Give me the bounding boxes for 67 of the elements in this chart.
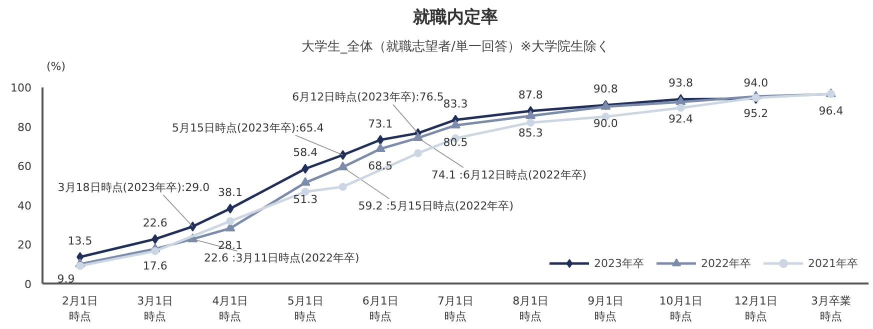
data-label: 9.9 <box>57 272 75 286</box>
x-tick-label: 3月卒業時点 <box>810 294 851 324</box>
x-tick-label: 9月1日時点 <box>588 294 624 324</box>
data-label: 17.6 <box>142 259 168 272</box>
x-tick-label: 3月1日時点 <box>137 294 174 324</box>
data-label: 51.3 <box>293 193 318 206</box>
data-label: 90.8 <box>593 82 618 96</box>
point <box>375 143 386 152</box>
data-label: 5月15日時点(2023年卒):65.4 <box>172 121 324 134</box>
x-tick-label: 8月1日時点 <box>512 294 549 324</box>
point <box>151 247 160 256</box>
point <box>450 120 460 128</box>
x-tick-label: 2月1日時点 <box>62 294 98 324</box>
data-label: 59.2 :5月15日時点(2022年卒) <box>358 200 514 213</box>
point <box>302 164 309 174</box>
point <box>152 234 159 244</box>
data-label: 95.2 <box>744 106 768 120</box>
data-label: 94.0 <box>744 76 768 90</box>
point <box>526 110 536 119</box>
data-label: 13.5 <box>68 234 92 248</box>
x-tick-label: 12月1日時点 <box>734 294 778 324</box>
point <box>376 134 384 145</box>
y-tick-label: 100 <box>10 82 32 95</box>
x-tick-label: 4月1日時点 <box>212 294 248 324</box>
data-label: 28.1 <box>218 238 242 252</box>
point <box>300 177 310 186</box>
data-label: 83.3 <box>443 97 468 110</box>
data-label: 90.0 <box>593 117 618 130</box>
legend-label: 2022年卒 <box>701 256 751 270</box>
point <box>338 182 347 191</box>
point <box>189 222 196 232</box>
data-label: 58.4 <box>293 146 318 160</box>
point <box>226 204 234 214</box>
point <box>339 150 346 160</box>
point <box>414 149 422 158</box>
x-tick-label: 10月1日時点 <box>659 294 702 324</box>
x-tick-label: 6月1日時点 <box>362 294 398 324</box>
data-label: 6月12日時点(2023年卒):76.5 <box>292 90 444 104</box>
data-label: 38.1 <box>218 186 242 200</box>
y-axis-title: (%) <box>46 60 66 73</box>
point <box>526 118 535 127</box>
data-label: 73.1 <box>368 117 393 130</box>
data-label: 85.3 <box>518 126 543 140</box>
y-tick-label: 60 <box>18 160 32 174</box>
y-tick-label: 0 <box>24 278 32 291</box>
x-tick-label: 5月1日時点 <box>287 294 324 324</box>
data-label: 22.6 :3月11日時点(2022年卒) <box>204 252 360 265</box>
legend-label: 2023年卒 <box>594 256 644 270</box>
data-label: 96.4 <box>818 104 844 118</box>
legend-label: 2021年卒 <box>808 256 858 270</box>
data-label: 22.6 <box>142 216 168 230</box>
y-tick-label: 80 <box>18 120 32 134</box>
chart-subtitle: 大学生_全体（就職志望者/単一回答）※大学院生除く <box>302 40 610 54</box>
point <box>76 262 84 270</box>
data-label: 74.1 :6月12日時点(2022年卒) <box>431 168 587 182</box>
data-label: 80.5 <box>443 136 468 149</box>
data-label: 3月18日時点(2023年卒):29.0 <box>58 181 210 194</box>
data-label: 87.8 <box>518 88 543 102</box>
point <box>676 104 685 112</box>
point <box>226 217 234 226</box>
x-tick-label: 7月1日時点 <box>438 294 474 324</box>
chart-title: 就職内定率 <box>412 8 498 28</box>
data-label: 93.8 <box>668 76 694 90</box>
y-tick-label: 40 <box>18 199 32 212</box>
data-label: 92.4 <box>668 112 694 126</box>
data-label: 68.5 <box>368 159 393 172</box>
y-tick-label: 20 <box>18 238 32 252</box>
